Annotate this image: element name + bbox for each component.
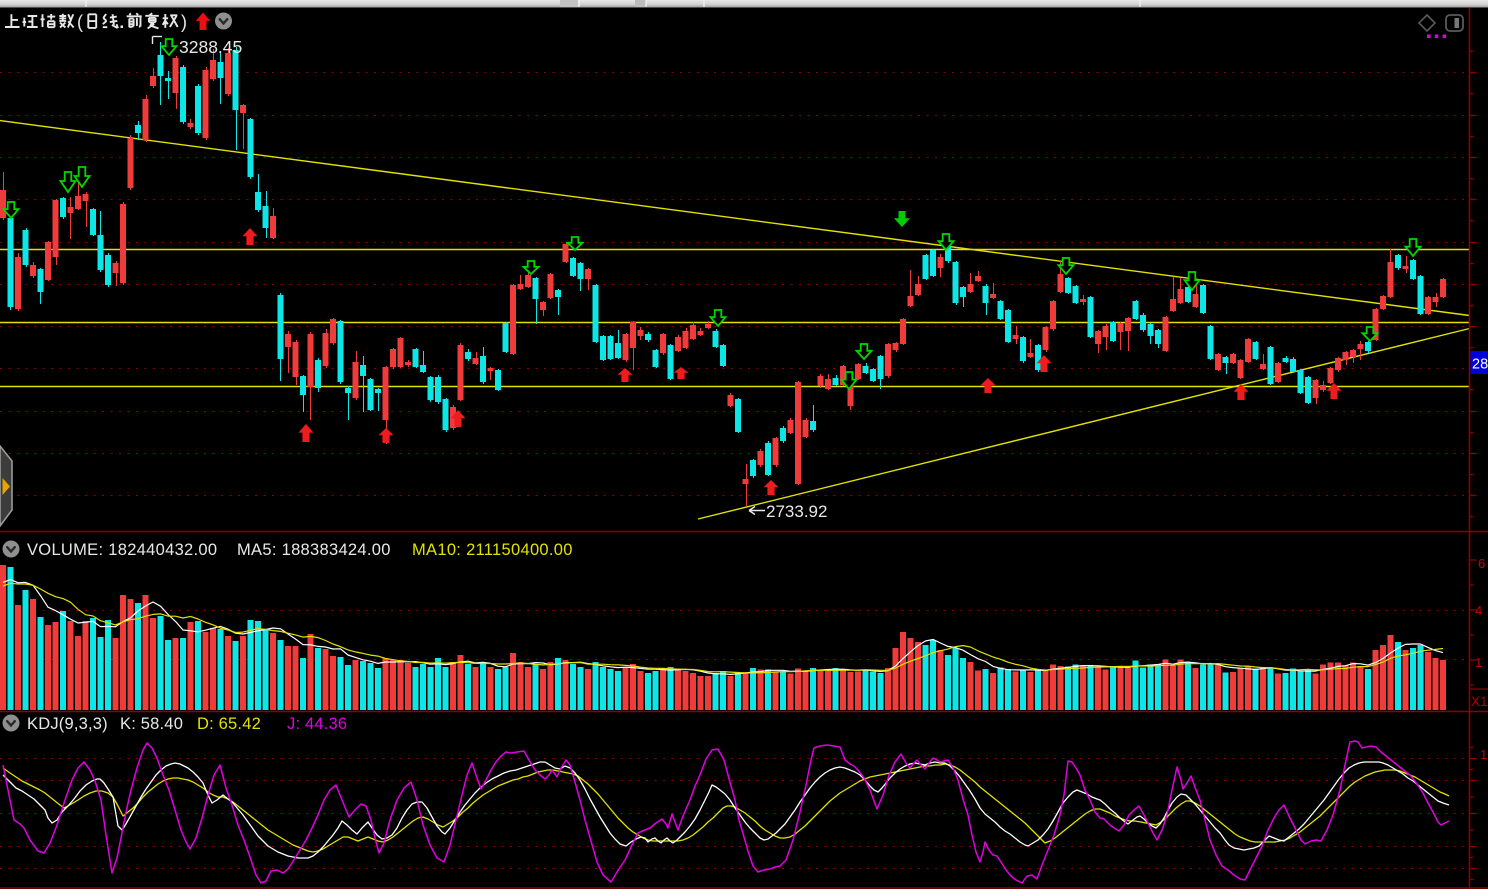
svg-text:MA10: 211150400.00: MA10: 211150400.00 bbox=[412, 541, 573, 559]
svg-text:(: ( bbox=[77, 12, 83, 32]
svg-text:2733.92: 2733.92 bbox=[766, 502, 827, 521]
svg-text:3288.45: 3288.45 bbox=[179, 37, 242, 57]
svg-text:1: 1 bbox=[1475, 655, 1482, 670]
svg-text:X1: X1 bbox=[1471, 694, 1488, 709]
svg-text:6: 6 bbox=[1478, 556, 1485, 571]
svg-text:): ) bbox=[181, 12, 187, 32]
svg-text:2891: 2891 bbox=[1472, 357, 1488, 373]
svg-text:K: 58.40: K: 58.40 bbox=[120, 715, 183, 733]
svg-text:VOLUME: 182440432.00: VOLUME: 182440432.00 bbox=[27, 541, 217, 559]
svg-text:MA5: 188383424.00: MA5: 188383424.00 bbox=[237, 541, 391, 559]
svg-text:4: 4 bbox=[1475, 603, 1482, 618]
svg-text:J: 44.36: J: 44.36 bbox=[287, 715, 347, 733]
svg-text:D: 65.42: D: 65.42 bbox=[197, 715, 261, 733]
svg-text:KDJ(9,3,3): KDJ(9,3,3) bbox=[27, 715, 108, 733]
svg-text:1: 1 bbox=[1480, 747, 1487, 762]
